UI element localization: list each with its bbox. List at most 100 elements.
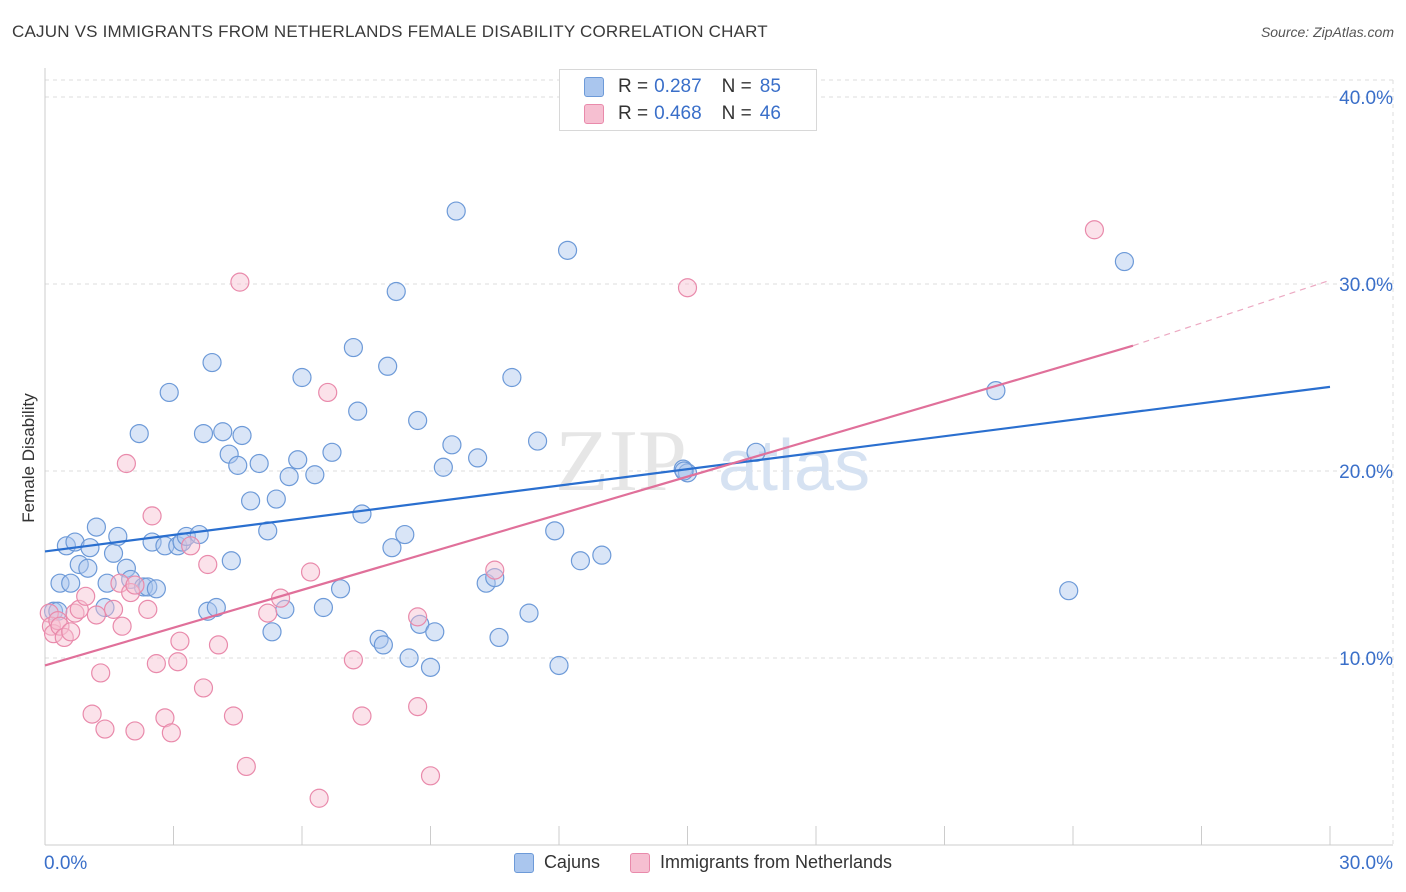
y-tick-label: 10.0% [1339,649,1393,670]
legend-swatch-blue [513,852,534,873]
data-point-netherlands [1084,220,1105,240]
data-point-cajuns [557,240,578,260]
data-point-cajuns [50,573,70,593]
n-label: N = [721,103,752,124]
data-point-cajuns [343,337,363,358]
data-point-cajuns [241,491,261,511]
data-point-cajuns [249,453,269,474]
legend-label-cajuns: Cajuns [543,852,600,872]
data-point-netherlands [76,586,96,606]
data-point-netherlands [258,603,278,623]
trend-line-netherlands [44,344,1134,667]
data-point-cajuns [146,579,166,599]
legend-item-cajuns[interactable]: Cajuns [513,852,600,873]
data-point-cajuns [78,558,98,578]
data-point-netherlands [82,704,102,724]
data-point-cajuns [545,521,565,541]
legend-swatch-pink [584,104,604,124]
data-point-netherlands [161,723,181,743]
n-value: 85 [759,76,781,97]
data-point-cajuns [279,467,299,487]
data-point-netherlands [103,599,124,619]
data-point-cajuns [221,551,241,571]
data-point-cajuns [213,422,233,442]
stats-row-netherlands: R = 0.468 N = 46 [584,103,781,125]
data-point-netherlands [61,622,81,642]
data-point-cajuns [86,517,107,537]
data-point-cajuns [468,448,488,468]
watermark-atlas: atlas [718,426,870,506]
data-point-netherlands [352,706,372,726]
data-point-cajuns [986,380,1006,401]
data-point-cajuns [313,597,334,618]
data-point-cajuns [386,281,406,302]
data-point-netherlands [208,635,229,655]
series-legend: Cajuns Immigrants from Netherlands [0,852,1406,873]
data-point-cajuns [1114,251,1135,272]
data-point-netherlands [408,607,428,627]
data-point-cajuns [206,597,226,618]
data-point-cajuns [103,543,124,563]
stats-row-cajuns: R = 0.287 N = 85 [584,76,781,98]
data-point-cajuns [433,457,453,477]
legend-item-netherlands[interactable]: Immigrants from Netherlands [629,852,893,873]
data-point-cajuns [519,603,539,623]
data-point-netherlands [300,562,321,582]
data-point-cajuns [129,424,149,444]
data-point-netherlands [230,272,250,292]
trend-line-cajuns [44,385,1331,553]
data-point-netherlands [236,756,256,777]
n-label: N = [721,76,752,97]
chart-title: CAJUN VS IMMIGRANTS FROM NETHERLANDS FEM… [12,22,768,41]
stats-legend: R = 0.287 N = 85 R = 0.468 N = 46 [559,69,817,131]
data-point-cajuns [399,648,419,668]
data-point-netherlands [343,650,363,670]
axes [44,68,1393,846]
y-tick-label: 20.0% [1339,462,1393,483]
legend-swatch-blue [584,77,604,97]
data-point-cajuns [80,538,100,558]
data-point-netherlands [91,663,111,683]
data-point-cajuns [420,657,441,677]
data-point-netherlands [112,616,132,636]
trend-lines [44,279,1331,667]
data-point-cajuns [1059,581,1079,601]
watermark-zip: ZIP [555,413,687,510]
data-point-cajuns [232,425,252,446]
data-point-cajuns [373,635,393,655]
r-label: R = [618,103,649,124]
data-point-netherlands [485,560,505,580]
data-point-netherlands [408,697,428,717]
data-point-netherlands [146,654,166,674]
data-point-netherlands [168,652,188,672]
data-point-cajuns [408,410,428,431]
series-cajuns [43,201,1135,677]
tick-labels: 10.0% 20.0% 30.0% 40.0% 0.0% 30.0% [44,88,1393,874]
data-point-netherlands [138,599,158,619]
data-point-netherlands [50,616,70,636]
data-point-cajuns [502,367,522,388]
data-point-cajuns [570,551,591,571]
data-point-netherlands [318,382,338,403]
data-point-cajuns [382,538,402,558]
r-value: 0.468 [654,103,702,124]
data-point-cajuns [262,622,282,642]
legend-label-netherlands: Immigrants from Netherlands [659,852,893,872]
data-point-netherlands [193,678,214,698]
data-point-netherlands [420,766,441,786]
data-point-netherlands [95,719,115,739]
data-point-cajuns [352,504,372,524]
data-point-cajuns [527,431,548,451]
data-point-netherlands [223,706,244,726]
data-point-cajuns [193,424,214,444]
data-point-cajuns [288,450,308,470]
data-point-cajuns [348,401,368,421]
data-point-cajuns [202,352,222,373]
x-tick-label: 0.0% [44,853,87,874]
data-point-cajuns [322,442,342,462]
data-point-cajuns [61,573,81,593]
data-point-netherlands [86,605,107,625]
data-point-cajuns [485,567,505,588]
source-label: Source: ZipAtlas.com [1260,24,1394,40]
